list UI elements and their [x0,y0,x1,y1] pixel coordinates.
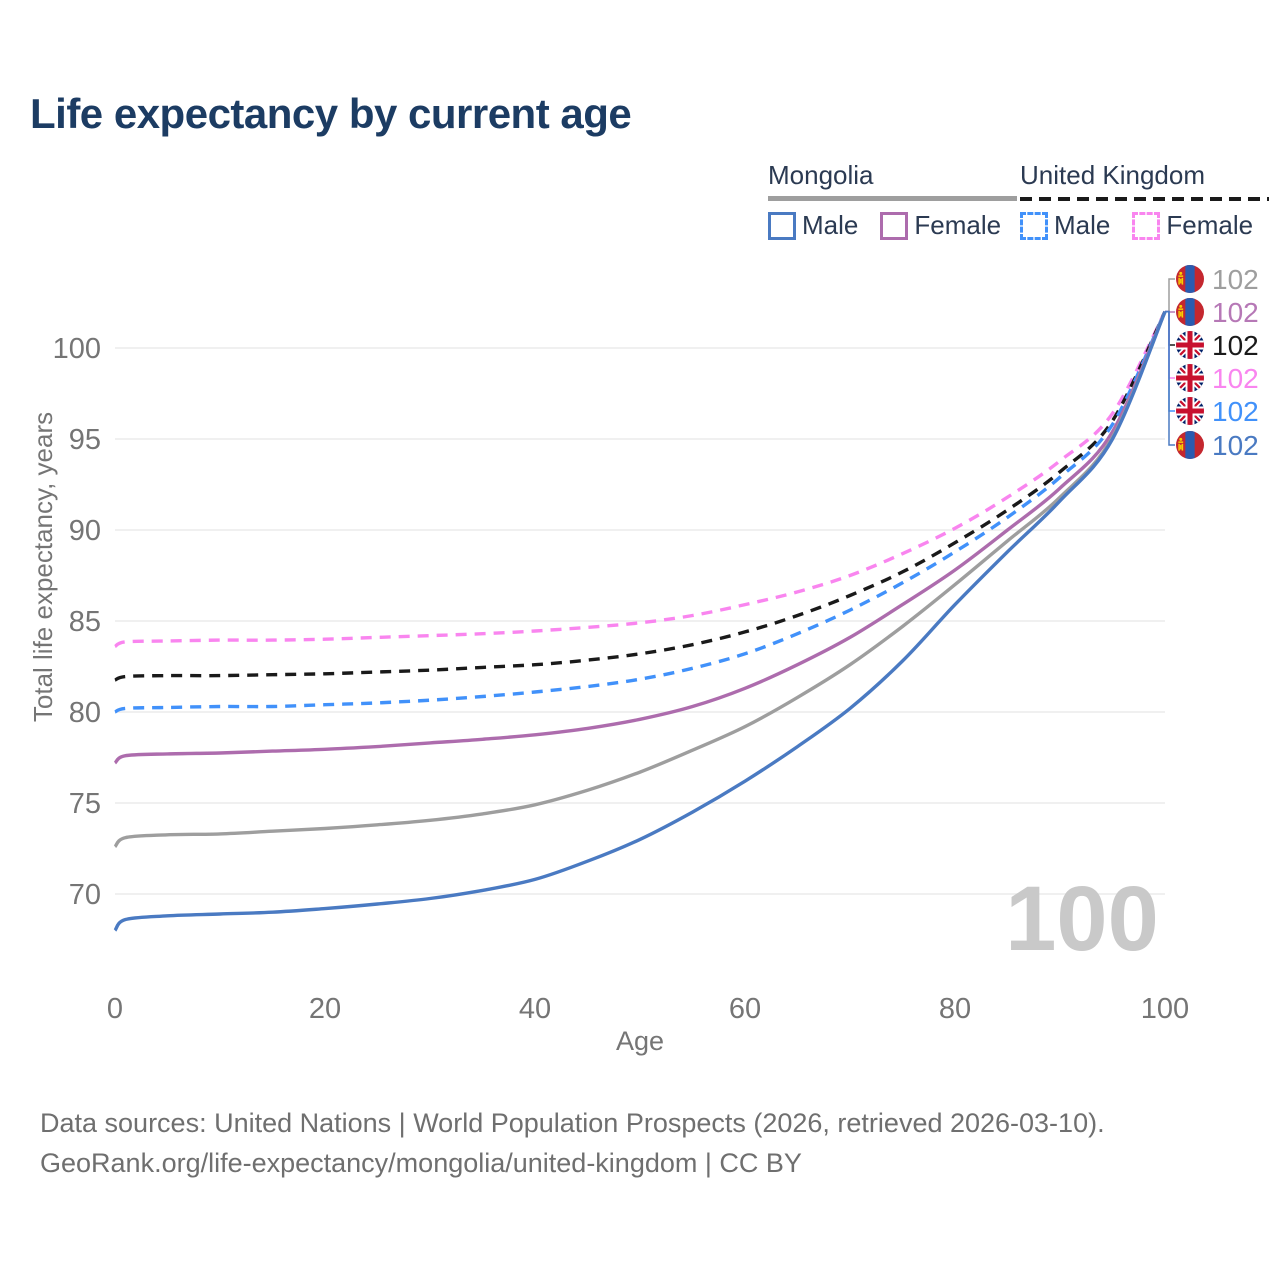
edge-value-label-mongolia-male: 102 [1212,430,1259,461]
series-line-mongolia-male[interactable] [113,310,1167,932]
edge-value-label-uk-both: 102 [1212,330,1259,361]
flag-icon-mongolia [1176,298,1204,326]
checkbox-swatch-mongolia-male[interactable] [768,211,796,240]
x-axis-title: Age [616,1026,664,1056]
series-line-uk-male[interactable] [114,310,1167,714]
y-tick-label-85: 85 [69,606,101,638]
age-counter-watermark: 100 [1005,868,1159,970]
edge-label-mongolia-female: 102 [1165,297,1259,328]
y-tick-label-70: 70 [69,879,101,911]
flag-icon-united-kingdom [1176,397,1204,425]
x-tick-label-100: 100 [1141,993,1189,1025]
x-tick-label-20: 20 [309,993,341,1025]
legend-label-mongolia-female: Female [914,210,1002,240]
y-tick-label-90: 90 [69,515,101,547]
edge-label-uk-female: 102 [1165,310,1259,394]
edge-value-label-uk-male: 102 [1212,396,1259,427]
footer-attribution-link: GeoRank.org/life-expectancy/mongolia/uni… [40,1148,802,1178]
edge-value-label-mongolia-both: 102 [1212,264,1259,295]
y-tick-label-80: 80 [69,697,101,729]
flag-icon-mongolia [1176,431,1204,459]
series-line-uk-both[interactable] [114,310,1167,682]
flag-icon-mongolia [1176,265,1204,293]
legend-item-mongolia-female[interactable]: Female [880,210,1001,241]
y-axis-title: Total life expectancy, years [28,412,58,722]
edge-connector-mongolia-male [1165,310,1175,446]
edge-connector-mongolia-both [1165,278,1175,313]
edge-label-mongolia-both: 102 [1165,264,1259,313]
y-tick-label-95: 95 [69,424,101,456]
checkbox-swatch-uk-female[interactable] [1132,211,1161,240]
edge-connector-uk-both [1165,310,1175,346]
legend-underline-uk-dashed [1020,197,1270,201]
flag-icon-united-kingdom [1176,331,1204,359]
edge-label-uk-male: 102 [1165,310,1259,427]
legend-label-uk-male: Male [1054,210,1111,240]
series-line-mongolia-female[interactable] [113,310,1167,765]
edge-value-label-mongolia-female: 102 [1212,297,1259,328]
legend-item-uk-female[interactable]: Female [1132,210,1253,241]
checkbox-swatch-mongolia-female[interactable] [880,211,909,240]
legend-group-united-kingdom: United Kingdom Male Female [1020,160,1270,241]
legend-item-mongolia-male[interactable]: Male [768,210,858,241]
checkbox-swatch-uk-male[interactable] [1020,211,1048,240]
legend-country-united-kingdom[interactable]: United Kingdom [1020,160,1205,190]
edge-label-uk-both: 102 [1165,310,1259,361]
series-line-uk-female[interactable] [114,310,1167,649]
x-tick-label-40: 40 [519,993,551,1025]
y-tick-label-100: 100 [53,333,101,365]
x-tick-label-80: 80 [939,993,971,1025]
edge-connector-uk-male [1165,310,1175,412]
edge-value-label-uk-female: 102 [1212,363,1259,394]
legend-underline-mongolia-solid [768,196,1018,201]
flag-icon-united-kingdom [1176,364,1204,392]
footer-data-sources: Data sources: United Nations | World Pop… [40,1108,1105,1138]
y-tick-label-75: 75 [69,788,101,820]
legend-country-mongolia[interactable]: Mongolia [768,160,874,190]
legend-group-mongolia: Mongolia Male Female [768,160,1018,241]
edge-label-mongolia-male: 102 [1165,310,1259,461]
x-tick-label-60: 60 [729,993,761,1025]
legend-item-uk-male[interactable]: Male [1020,210,1110,241]
legend-label-mongolia-male: Male [802,210,859,240]
legend-label-uk-female: Female [1166,210,1254,240]
x-tick-label-0: 0 [107,993,123,1025]
page-title: Life expectancy by current age [30,90,632,137]
series-line-mongolia-both[interactable] [113,310,1167,849]
